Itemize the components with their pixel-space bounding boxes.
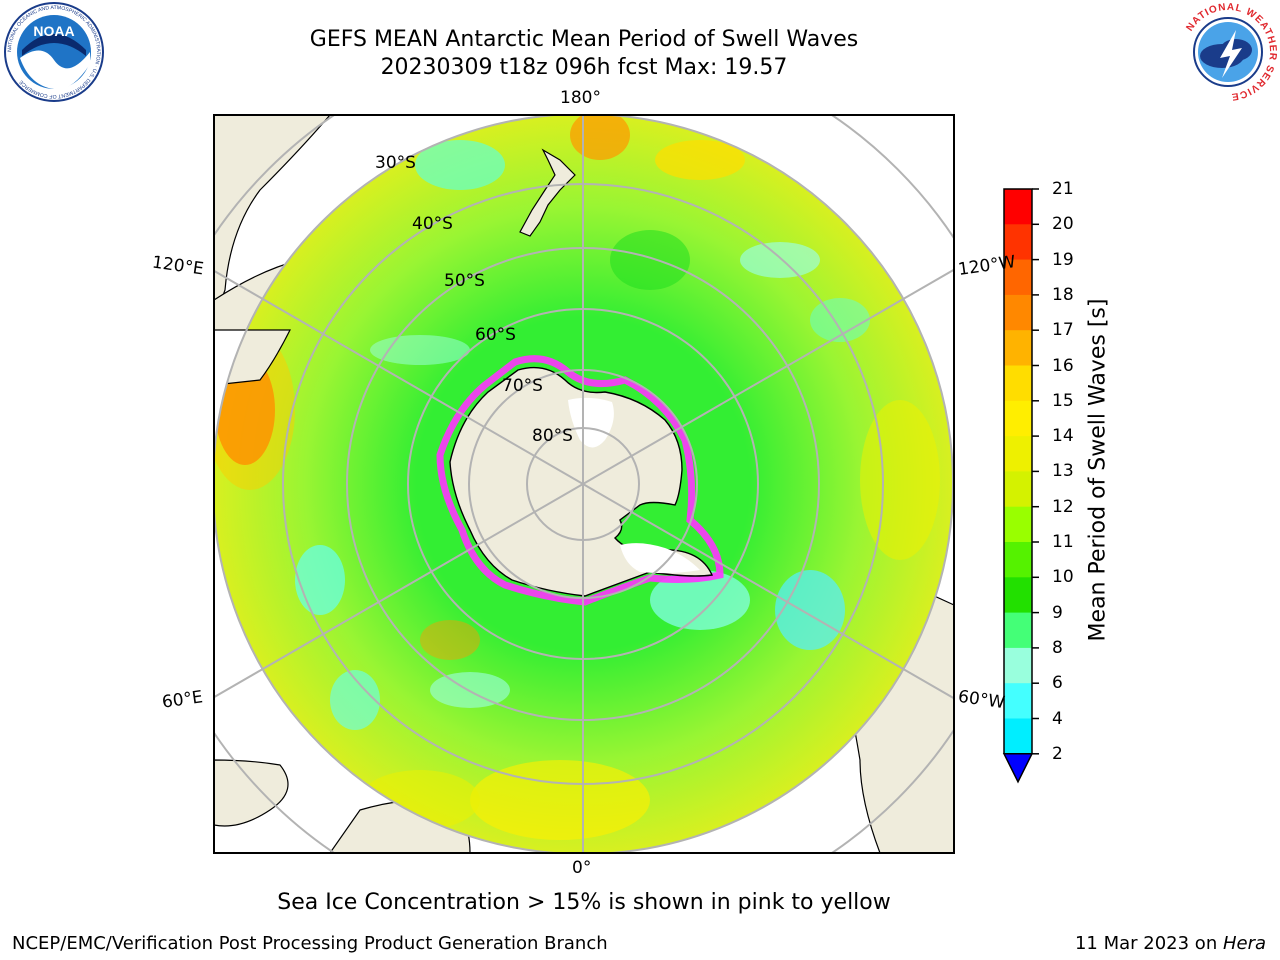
lat-label-50s: 50°S: [444, 271, 485, 291]
noaa-logo: NOAA NATIONAL OCEANIC AND ATMOSPHERIC AD…: [2, 0, 106, 104]
svg-text:NOAA: NOAA: [33, 23, 74, 39]
colorbar-tick-label: 2: [1052, 743, 1063, 764]
colorbar-segment: [1004, 224, 1032, 261]
colorbar: [1002, 188, 1039, 784]
colorbar-extend-arrow: [1002, 753, 1034, 784]
chart-subtitle: 20230309 t18z 096h fcst Max: 19.57: [380, 55, 788, 80]
colorbar-segment: [1004, 542, 1032, 578]
colorbar-tick-label: 16: [1052, 355, 1074, 376]
colorbar-segment: [1004, 189, 1032, 225]
colorbar-segment: [1004, 365, 1032, 402]
colorbar-tick-label: 13: [1052, 461, 1074, 482]
sea-ice-note: Sea Ice Concentration > 15% is shown in …: [277, 890, 891, 915]
colorbar-segment: [1004, 577, 1032, 614]
colorbar-segment: [1004, 330, 1032, 366]
lon-label-0: 0°: [572, 858, 592, 878]
colorbar-segment: [1004, 647, 1032, 684]
colorbar-tick-label: 10: [1052, 567, 1074, 588]
lat-label-70s: 70°S: [502, 376, 543, 396]
colorbar-tick-label: 12: [1052, 496, 1074, 517]
colorbar-tick-label: 11: [1052, 532, 1074, 552]
lat-label-60s: 60°S: [475, 325, 516, 345]
colorbar-segment: [1004, 683, 1032, 719]
colorbar-tick-label: 4: [1052, 708, 1063, 729]
lat-label-80s: 80°S: [532, 426, 573, 446]
colorbar-segment: [1004, 612, 1032, 649]
colorbar-tick-label: 19: [1052, 249, 1074, 270]
new-zealand-land: [519, 148, 576, 237]
colorbar-segment: [1004, 294, 1032, 331]
chart-title: GEFS MEAN Antarctic Mean Period of Swell…: [309, 27, 859, 52]
producer-credit: NCEP/EMC/Verification Post Processing Pr…: [12, 933, 608, 954]
colorbar-tick-label: 14: [1052, 426, 1074, 447]
colorbar-tick-label: 17: [1052, 320, 1074, 341]
colorbar-tick-label: 8: [1052, 637, 1063, 658]
colorbar-tick-label: 20: [1052, 214, 1074, 235]
run-date-text: 11 Mar 2023 on: [1074, 933, 1223, 954]
colorbar-segment: [1004, 471, 1032, 508]
lat-label-30s: 30°S: [375, 153, 416, 173]
run-host: Hera: [1222, 933, 1266, 954]
colorbar-tick-label: 18: [1052, 284, 1074, 305]
lon-label-180: 180°: [560, 88, 601, 108]
colorbar-segment: [1004, 718, 1032, 755]
colorbar-tick-label: 9: [1052, 602, 1063, 623]
lat-label-40s: 40°S: [412, 214, 453, 234]
colorbar-segment: [1004, 400, 1032, 437]
nws-logo: NATIONAL WEATHER SERVICE: [1176, 0, 1280, 104]
colorbar-segment: [1004, 506, 1032, 543]
run-date: 11 Mar 2023 on Hera: [1075, 933, 1266, 954]
colorbar-segment: [1004, 259, 1032, 296]
colorbar-segment: [1004, 436, 1032, 472]
colorbar-tick-label: 15: [1052, 390, 1074, 411]
sea-ice-edge: [436, 355, 724, 606]
colorbar-tick-label: 6: [1052, 673, 1063, 694]
map-frame: [213, 114, 955, 854]
colorbar-label: Mean Period of Swell Waves [s]: [1085, 298, 1111, 642]
colorbar-tick-label: 21: [1052, 179, 1074, 199]
